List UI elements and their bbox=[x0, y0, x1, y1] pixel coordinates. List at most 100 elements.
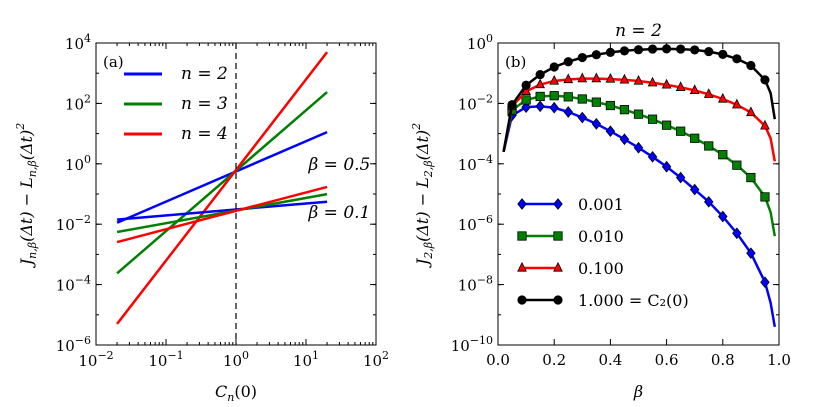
series-marker-b-0 bbox=[704, 196, 714, 208]
legend-label-a-2: n = 4 bbox=[181, 124, 228, 144]
y-axis-label-a: Jn,β(Δt) − Ln,β(Δt)2 bbox=[14, 123, 39, 268]
legend-label-a-0: n = 2 bbox=[181, 64, 228, 84]
legend-marker-b-1 bbox=[517, 231, 527, 241]
series-marker-b-0 bbox=[689, 183, 700, 196]
series-marker-b-0 bbox=[619, 133, 630, 146]
series-marker-b-3 bbox=[563, 57, 573, 67]
series-line-1 bbox=[116, 91, 328, 275]
series-marker-b-0 bbox=[760, 276, 770, 289]
series-marker-b-1 bbox=[704, 141, 714, 151]
series-marker-b-3 bbox=[633, 45, 644, 55]
x-tick-label-a-1: 10−1 bbox=[148, 349, 183, 370]
series-marker-b-0 bbox=[732, 227, 742, 240]
series-marker-b-2 bbox=[605, 72, 616, 83]
x-tick-label-a-2: 100 bbox=[223, 349, 249, 370]
series-marker-b-3 bbox=[676, 44, 686, 54]
series-marker-b-2 bbox=[591, 72, 602, 83]
series-marker-b-0 bbox=[591, 118, 602, 130]
series-marker-b-3 bbox=[718, 49, 728, 59]
series-marker-b-2 bbox=[619, 73, 630, 84]
series-marker-b-1 bbox=[577, 94, 587, 104]
series-line-b-3 bbox=[502, 47, 777, 153]
series-marker-b-0 bbox=[549, 101, 559, 114]
x-tick-label-a-4: 102 bbox=[363, 349, 389, 370]
annotation-a-1: β = 0.1 bbox=[307, 203, 370, 223]
y-tick-label-b-1: 10−8 bbox=[458, 274, 493, 295]
series-marker-b-3 bbox=[605, 47, 616, 57]
series-marker-b-2 bbox=[647, 76, 658, 87]
y-tick-label-b-2: 10−6 bbox=[458, 213, 493, 234]
series-line-b-1 bbox=[502, 94, 777, 237]
legend-label-b-0: 0.001 bbox=[578, 195, 624, 214]
series-marker-b-0 bbox=[605, 125, 616, 138]
series-marker-b-0 bbox=[577, 111, 588, 124]
annotation-a-0: β = 0.5 bbox=[307, 155, 370, 175]
y-tick-label-b-3: 10−4 bbox=[458, 153, 493, 174]
series-marker-b-0 bbox=[633, 141, 644, 154]
series-marker-b-1 bbox=[746, 172, 756, 183]
series-marker-b-1 bbox=[633, 109, 644, 119]
series-marker-b-0 bbox=[718, 210, 728, 223]
series-marker-b-0 bbox=[563, 106, 573, 118]
series-marker-b-0 bbox=[521, 101, 531, 114]
series-marker-b-2 bbox=[535, 78, 545, 89]
y-axis-label-b: J2,β(Δt) − L2,β(Δt)2 bbox=[410, 123, 435, 268]
series-marker-b-3 bbox=[521, 80, 531, 90]
legend-label-b-3: 1.000 = C₂(0) bbox=[578, 291, 689, 310]
series-marker-b-1 bbox=[549, 91, 559, 101]
series-line-2 bbox=[116, 51, 329, 325]
series-marker-b-2 bbox=[703, 88, 714, 98]
legend-label-a-1: n = 3 bbox=[181, 94, 228, 114]
series-line-4 bbox=[116, 192, 328, 234]
legend-marker-b-1 bbox=[553, 231, 563, 241]
series-line-0 bbox=[116, 130, 328, 224]
legend-marker-b-0 bbox=[517, 198, 527, 210]
series-marker-b-1 bbox=[760, 192, 770, 202]
series-marker-b-2 bbox=[633, 74, 644, 85]
panel-label-a: (a) bbox=[103, 53, 124, 71]
series-line-b-0 bbox=[502, 105, 777, 328]
y-tick-label-a-0: 10−6 bbox=[56, 334, 91, 355]
series-marker-b-2 bbox=[689, 84, 700, 94]
series-marker-b-1 bbox=[619, 105, 630, 115]
series-marker-b-3 bbox=[591, 50, 601, 60]
series-marker-b-3 bbox=[549, 62, 559, 72]
series-marker-b-0 bbox=[675, 171, 686, 184]
y-tick-label-b-5: 100 bbox=[467, 32, 493, 53]
series-marker-b-1 bbox=[521, 95, 531, 105]
series-marker-b-3 bbox=[619, 46, 630, 56]
chart-title-b: n = 2 bbox=[615, 21, 662, 41]
x-tick-label-a-3: 101 bbox=[293, 349, 319, 370]
y-tick-label-a-5: 104 bbox=[65, 32, 91, 53]
x-tick-label-b-5: 1.0 bbox=[767, 351, 791, 369]
series-marker-b-2 bbox=[746, 106, 756, 117]
series-marker-b-3 bbox=[760, 75, 770, 85]
series-marker-b-2 bbox=[563, 73, 574, 84]
series-marker-b-1 bbox=[732, 160, 742, 170]
x-tick-label-b-4: 0.8 bbox=[711, 351, 735, 369]
x-tick-label-b-2: 0.4 bbox=[598, 351, 622, 369]
series-marker-b-2 bbox=[717, 92, 728, 103]
series-marker-b-1 bbox=[690, 133, 700, 143]
panel-label-b: (b) bbox=[505, 53, 526, 71]
x-tick-label-b-0: 0.0 bbox=[486, 351, 510, 369]
series-marker-b-0 bbox=[647, 151, 658, 163]
x-axis-label-b: β bbox=[633, 382, 643, 401]
legend-marker-b-3 bbox=[553, 295, 563, 305]
legend-marker-b-2 bbox=[517, 261, 527, 272]
series-marker-b-1 bbox=[647, 114, 658, 124]
series-marker-b-1 bbox=[662, 120, 672, 130]
legend-marker-b-3 bbox=[517, 295, 527, 305]
y-tick-label-a-2: 10−2 bbox=[56, 213, 91, 234]
legend-label-b-1: 0.010 bbox=[578, 227, 624, 246]
x-tick-label-a-0: 10−2 bbox=[78, 349, 113, 370]
series-marker-b-1 bbox=[718, 150, 728, 160]
series-marker-b-2 bbox=[521, 85, 531, 95]
series-marker-b-0 bbox=[661, 160, 672, 173]
series-marker-b-0 bbox=[746, 247, 756, 259]
series-marker-b-1 bbox=[591, 97, 601, 107]
panel-a: 10−2 10−1 100 101 102 10−6 10−4 10−2 100 102 104 (a… bbox=[14, 32, 389, 404]
series-marker-b-2 bbox=[675, 81, 686, 91]
y-tick-label-a-4: 102 bbox=[65, 92, 91, 113]
